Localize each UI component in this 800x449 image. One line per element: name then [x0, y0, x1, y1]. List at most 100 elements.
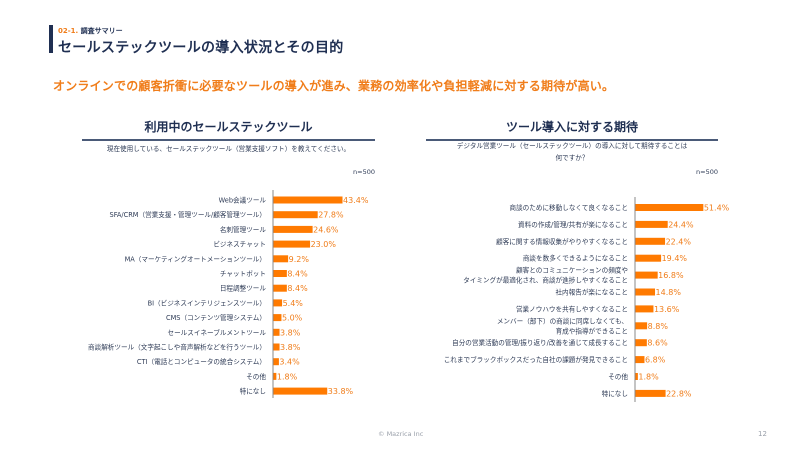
category-label: CMS（コンテンツ管理システム） — [166, 313, 266, 322]
bar — [273, 211, 318, 219]
category-label: 営業ノウハウを共有しやすくなること — [516, 304, 628, 313]
bar — [273, 387, 328, 395]
value-label: 23.0% — [311, 240, 337, 249]
bar — [635, 288, 656, 296]
category-label: その他 — [608, 372, 628, 381]
left-chart-title: 利用中のセールステックツール — [144, 120, 313, 134]
bar — [273, 225, 313, 233]
category-label: BI（ビジネスインテリジェンスツール） — [148, 298, 266, 307]
value-label: 6.8% — [645, 356, 666, 365]
bar — [273, 343, 280, 351]
value-label: 8.4% — [287, 270, 308, 279]
bar — [635, 271, 658, 279]
category-label: ビジネスチャット — [213, 240, 266, 249]
value-label: 1.8% — [277, 372, 298, 381]
section-tag: 02-1. 調査サマリー — [58, 26, 123, 36]
bar — [273, 240, 311, 248]
category-label: 商談解析ツール（文字起こしや音声解析などを行うツール） — [88, 343, 266, 352]
bar — [273, 358, 279, 366]
footer-copyright: © Mazrica Inc — [378, 430, 424, 438]
value-label: 8.8% — [648, 322, 669, 331]
category-label: 資料の作成/管理/共有が楽になること — [518, 220, 628, 229]
bar — [273, 196, 343, 204]
title-accent-bar — [49, 25, 53, 53]
bar — [635, 389, 666, 397]
right-chart-divider — [426, 139, 718, 141]
left-chart-question: 現在使用している、セールステックツール（営業支援ソフト）を教えてください。 — [106, 145, 351, 153]
value-label: 43.4% — [343, 196, 369, 205]
category-label: メンバー（部下）の商談に同席しなくても、 — [497, 316, 628, 325]
bar — [635, 305, 654, 313]
value-label: 3.4% — [279, 358, 300, 367]
category-label: 顧客とのコミュニケーションの頻度や — [516, 266, 628, 275]
category-label: SFA/CRM（営業支援・管理ツール/顧客管理ツール） — [110, 210, 266, 219]
value-label: 33.8% — [328, 387, 354, 396]
value-label: 8.6% — [647, 339, 668, 348]
category-label: MA（マーケティングオートメーションツール） — [125, 254, 266, 263]
value-label: 27.8% — [318, 211, 344, 220]
bar — [273, 255, 289, 263]
value-label: 24.6% — [313, 225, 339, 234]
value-label: 51.4% — [704, 204, 730, 213]
category-label: セールスイネーブルメントツール — [167, 328, 266, 337]
bar — [635, 220, 668, 228]
category-label: CTI（電話とコンピュータの統合システム） — [137, 357, 266, 366]
value-label: 5.0% — [282, 314, 303, 323]
right-chart-n-label: n=500 — [696, 168, 718, 176]
bar — [635, 322, 648, 330]
bar — [635, 204, 704, 211]
bar — [273, 284, 287, 292]
bar — [635, 339, 647, 347]
value-label: 9.2% — [289, 255, 310, 264]
category-label: 特になし — [602, 389, 628, 398]
bar — [273, 372, 277, 380]
category-label: チャットボット — [220, 270, 266, 278]
category-label: 日程調整ツール — [220, 284, 267, 293]
bar — [635, 356, 645, 364]
category-label: その他 — [246, 372, 266, 381]
value-label: 3.8% — [280, 343, 301, 352]
value-label: 8.4% — [287, 284, 308, 293]
value-label: 16.8% — [658, 271, 684, 280]
value-label: 1.8% — [638, 373, 659, 382]
bar — [635, 237, 666, 245]
right-chart-question-line-2: 何ですか？ — [555, 154, 589, 162]
footer-page-number: 12 — [758, 430, 767, 438]
category-label: タイミングが最適化され、商談が進捗しやすくなること — [463, 276, 628, 285]
right-chart-title: ツール導入に対する期待 — [505, 120, 638, 134]
category-label: 社内報告が楽になること — [555, 288, 628, 297]
right-chart-question: デジタル営業ツール（セールステックツール）の導入に対して期待することは 何ですか… — [426, 140, 718, 164]
value-label: 14.8% — [656, 288, 682, 297]
category-label: これまでブラックボックスだった自社の課題が発見できること — [444, 355, 628, 364]
bar — [273, 270, 287, 277]
category-label: 名刺管理ツール — [220, 225, 267, 234]
value-label: 13.6% — [654, 305, 680, 314]
category-label: 商談のために移動しなくて良くなること — [510, 203, 629, 212]
right-chart-question-line-1: デジタル営業ツール（セールステックツール）の導入に対して期待することは — [456, 142, 688, 150]
category-label: 自分の営業活動の管理/振り返り/改善を通じて成長すること — [452, 338, 628, 347]
bar — [273, 299, 283, 307]
value-label: 24.4% — [668, 220, 694, 229]
section-label: 調査サマリー — [80, 27, 123, 35]
category-label: 商談を数多くできるようになること — [523, 254, 628, 263]
headline: オンラインでの顧客折衝に必要なツールの導入が進み、業務の効率化や負担軽減に対する… — [53, 79, 615, 93]
category-label: 特になし — [240, 387, 266, 396]
category-label: Web会議ツール — [219, 196, 267, 205]
right-bar-chart: 51.4% 商談のために移動しなくて良くなること 24.4% 資料の作成/管理/共有が… — [444, 197, 730, 402]
left-chart-n-label: n=500 — [353, 168, 375, 176]
value-label: 22.4% — [666, 237, 692, 246]
value-label: 22.8% — [666, 389, 692, 398]
bar — [635, 254, 662, 262]
category-label: 育成や指導ができること — [556, 326, 628, 335]
left-bar-chart: 43.4% Web会議ツール 27.8% SFA/CRM（営業支援・管理ツール/顧客管… — [88, 190, 369, 398]
value-label: 5.4% — [283, 299, 304, 308]
left-chart-divider — [82, 139, 375, 141]
bar — [635, 373, 638, 380]
bar — [273, 328, 280, 336]
value-label: 3.8% — [280, 328, 301, 337]
category-label: 顧客に関する情報収集がやりやすくなること — [496, 237, 628, 246]
section-number: 02-1. — [58, 27, 79, 35]
bar — [273, 314, 282, 322]
page-title: セールステックツールの導入状況とその目的 — [58, 40, 344, 56]
